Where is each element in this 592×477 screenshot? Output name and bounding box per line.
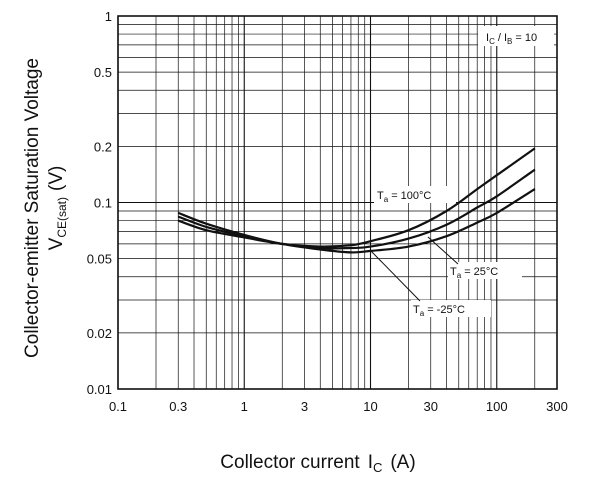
condition-label: IC / IB = 10 [486,32,537,46]
y-tick-labels: 0.01 0.02 0.05 0.1 0.2 0.5 1 [87,9,112,397]
y-axis-title: Collector-emitter Saturation Voltage VCE… [22,58,69,358]
y-axis-title-line2: VCE(sat)(V) [46,166,69,251]
series-pointer-m25 [369,249,421,302]
y-tick-label: 0.5 [94,65,112,80]
y-tick-label: 0.02 [87,326,112,341]
y-tick-label: 0.05 [87,252,112,267]
series-line-1 [177,168,536,250]
plot-frame [117,15,558,390]
series-label-bg-25 [448,262,522,279]
x-tick-label: 0.3 [169,399,187,414]
y-tick-label: 0.2 [94,139,112,154]
series-label-bg-100 [374,186,456,203]
y-tick-label: 0.1 [94,196,112,211]
y-tick-label: 0.01 [87,382,112,397]
x-tick-label: 1 [241,399,248,414]
series-line-0 [177,147,536,248]
y-axis-title-line1: Collector-emitter Saturation Voltage [22,58,43,358]
series-label-m25: Ta = -25°C [413,304,465,318]
x-tick-label: 10 [363,399,377,414]
x-tick-label: 3 [301,399,308,414]
x-tick-label: 100 [486,399,508,414]
series-label-bg-m25 [411,300,491,317]
series-curves [177,147,536,254]
condition-box [478,26,554,46]
series-line-2 [177,188,536,254]
x-tick-label: 30 [424,399,438,414]
x-axis-title: Collector current IC (A) [220,452,415,475]
x-tick-label: 0.1 [109,399,127,414]
x-tick-labels: 0.1 0.3 1 3 10 30 100 300 [109,399,568,414]
x-tick-label: 300 [546,399,568,414]
series-label-100: Ta = 100°C [377,190,431,204]
y-tick-label: 1 [105,9,112,24]
series-pointer-25 [427,236,459,265]
series-label-25: Ta = 25°C [450,266,498,280]
